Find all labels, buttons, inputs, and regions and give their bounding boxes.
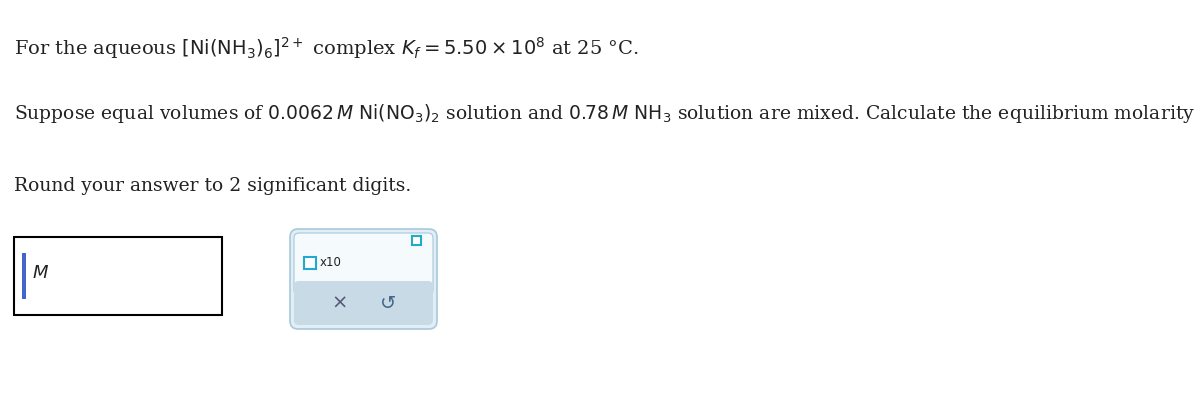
Text: For the aqueous $\left[\mathrm{Ni}\left(\mathrm{NH_3}\right)_6\right]^{2+}$ comp: For the aqueous $\left[\mathrm{Ni}\left(… [14, 35, 638, 61]
Text: Suppose equal volumes of $0.0062\,M$ $\mathrm{Ni}\left(\mathrm{NO_3}\right)_2$ s: Suppose equal volumes of $0.0062\,M$ $\m… [14, 100, 1200, 126]
Bar [22, 253, 26, 299]
Bar [304, 257, 316, 269]
Text: $M$: $M$ [32, 264, 49, 282]
FancyBboxPatch shape [294, 233, 433, 295]
Text: ×: × [331, 294, 347, 312]
Text: x10: x10 [320, 257, 342, 269]
Bar [14, 237, 222, 315]
FancyBboxPatch shape [294, 281, 433, 325]
Bar [412, 236, 421, 245]
Text: Round your answer to 2 significant digits.: Round your answer to 2 significant digit… [14, 177, 412, 195]
FancyBboxPatch shape [290, 229, 437, 329]
Text: ↺: ↺ [379, 294, 396, 312]
